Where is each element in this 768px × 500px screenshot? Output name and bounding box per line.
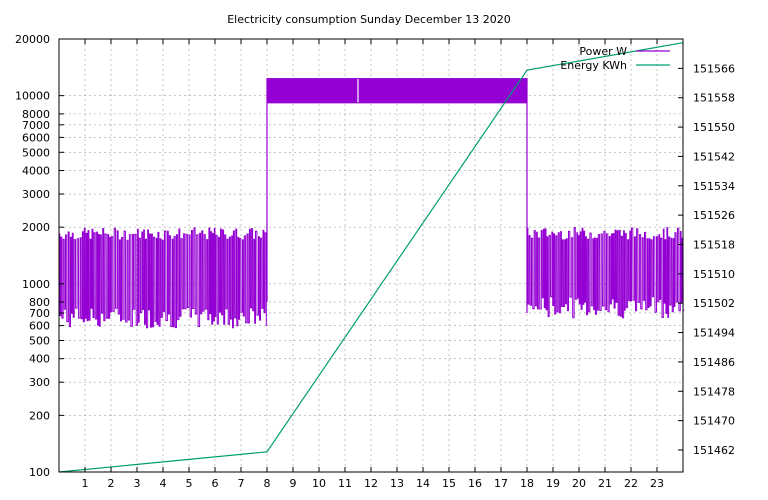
y2-tick-label: 151494 (693, 327, 735, 340)
series-layer (58, 42, 685, 473)
power-line (527, 227, 685, 319)
x-tick-label: 16 (468, 477, 482, 490)
legend-label: Power W (579, 45, 627, 58)
y2-axis: 151462 151470 151478 151486 151494 151502 1515… (678, 62, 735, 457)
y2-tick-label: 151470 (693, 415, 735, 428)
x-tick-label: 2 (108, 477, 115, 490)
y-tick-label: 3000 (22, 188, 50, 201)
y2-tick-label: 151542 (693, 150, 735, 163)
y-tick-label: 6000 (22, 131, 50, 144)
y2-tick-label: 151478 (693, 385, 735, 398)
x-tick-label: 9 (290, 477, 297, 490)
x-tick-label: 19 (546, 477, 560, 490)
x-tick-label: 6 (212, 477, 219, 490)
y-tick-label: 4000 (22, 165, 50, 178)
x-tick-label: 13 (390, 477, 404, 490)
y-tick-label: 1000 (22, 278, 50, 291)
y-tick-label: 800 (29, 296, 50, 309)
x-tick-label: 12 (364, 477, 378, 490)
x-tick-label: 14 (416, 477, 430, 490)
x-tick-label: 7 (238, 477, 245, 490)
x-tick-label: 4 (160, 477, 167, 490)
chart-title: Electricity consumption Sunday December … (227, 13, 511, 26)
legend-label: Energy KWh (560, 59, 627, 72)
x-tick-label: 23 (650, 477, 664, 490)
y2-tick-label: 151526 (693, 209, 735, 222)
y-tick-label: 600 (29, 320, 50, 333)
y-tick-label: 100 (29, 466, 50, 479)
y-tick-label: 20000 (15, 33, 50, 46)
y-tick-label: 500 (29, 334, 50, 347)
y2-tick-label: 151534 (693, 180, 735, 193)
y-tick-label: 300 (29, 376, 50, 389)
x-tick-label: 1 (82, 477, 89, 490)
y2-tick-label: 151566 (693, 62, 735, 75)
x-tick-label: 18 (520, 477, 534, 490)
y-tick-label: 2000 (22, 221, 50, 234)
y2-tick-label: 151558 (693, 92, 735, 105)
y-tick-label: 200 (29, 409, 50, 422)
x-tick-label: 17 (494, 477, 508, 490)
x-tick-label: 5 (186, 477, 193, 490)
x-tick-label: 20 (572, 477, 586, 490)
x-tick-label: 10 (312, 477, 326, 490)
x-tick-label: 11 (338, 477, 352, 490)
y2-tick-label: 151502 (693, 297, 735, 310)
y2-tick-label: 151510 (693, 268, 735, 281)
x-tick-label: 15 (442, 477, 456, 490)
x-tick-label: 22 (624, 477, 638, 490)
y-tick-label: 5000 (22, 146, 50, 159)
power-band (267, 78, 527, 104)
series-power (59, 78, 685, 329)
series-energy-line (58, 42, 684, 473)
x-tick-label: 3 (134, 477, 141, 490)
x-tick-label: 8 (264, 477, 271, 490)
y2-tick-label: 151462 (693, 444, 735, 457)
y-tick-label: 700 (29, 307, 50, 320)
y2-tick-label: 151486 (693, 356, 735, 369)
power-line (59, 227, 268, 329)
y-tick-label: 8000 (22, 108, 50, 121)
y-tick-label: 7000 (22, 119, 50, 132)
x-tick-label: 21 (598, 477, 612, 490)
x-axis: 1 2 3 4 5 6 7 8 9 10 11 12 13 14 15 16 17 18 19 20 21 22 23 (82, 39, 664, 490)
y-tick-label: 400 (29, 353, 50, 366)
y2-tick-label: 151518 (693, 238, 735, 251)
y2-tick-label: 151550 (693, 121, 735, 134)
y-tick-label: 10000 (15, 90, 50, 103)
